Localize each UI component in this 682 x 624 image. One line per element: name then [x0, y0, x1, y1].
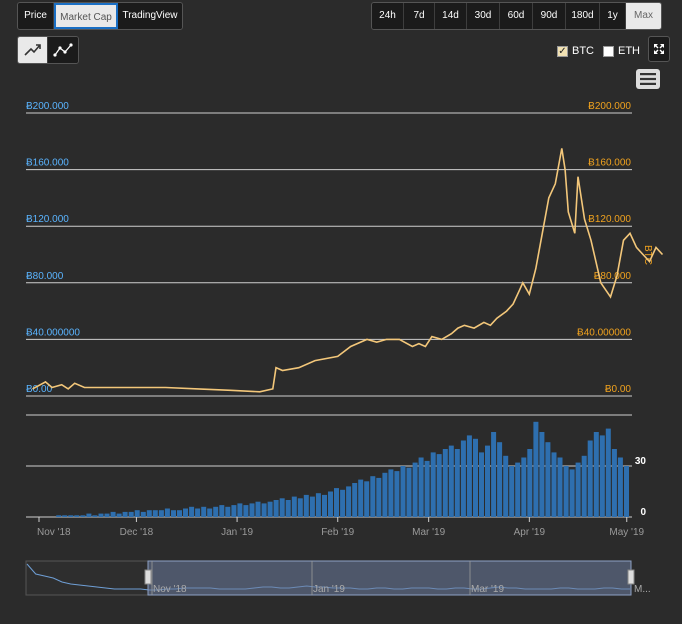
tab-market-cap[interactable]: Market Cap	[54, 3, 118, 29]
range-60d[interactable]: 60d	[500, 3, 533, 29]
tab-tradingview[interactable]: TradingView	[118, 3, 182, 29]
range-180d[interactable]: 180d	[566, 3, 600, 29]
view-tabs: Price Market Cap TradingView	[17, 2, 183, 30]
tab-price[interactable]: Price	[18, 3, 54, 29]
range-90d[interactable]: 90d	[533, 3, 566, 29]
navigator-tick-label: Mar '19	[471, 584, 504, 595]
navigator-tick-label: M...	[634, 584, 651, 595]
navigator-left-handle[interactable]	[144, 569, 152, 585]
range-tabs: 24h 7d 14d 30d 60d 90d 180d 1y Max	[371, 2, 662, 30]
range-max[interactable]: Max	[626, 3, 661, 29]
legend-eth-label: ETH	[618, 45, 640, 57]
legend: ✓ BTC ETH	[557, 45, 640, 57]
expand-arrows-icon[interactable]	[648, 36, 670, 62]
chart-type-tabs	[17, 36, 79, 64]
btc-checkbox[interactable]: ✓	[557, 45, 568, 57]
line-chart-icon[interactable]	[18, 37, 48, 63]
navigator-x-ticks: Nov '18 Jan '19 Mar '19 M...	[151, 561, 651, 595]
range-14d[interactable]: 14d	[435, 3, 467, 29]
range-1y[interactable]: 1y	[600, 3, 626, 29]
navigator-tick-label: Jan '19	[313, 584, 345, 595]
range-24h[interactable]: 24h	[372, 3, 404, 29]
scatter-line-icon[interactable]	[48, 37, 78, 63]
range-30d[interactable]: 30d	[467, 3, 500, 29]
navigator-tick-label: Nov '18	[153, 584, 187, 595]
range-7d[interactable]: 7d	[404, 3, 435, 29]
legend-btc-label: BTC	[572, 45, 594, 57]
hamburger-menu-icon[interactable]	[636, 69, 660, 89]
navigator-right-handle[interactable]	[627, 569, 635, 585]
eth-checkbox[interactable]	[603, 45, 614, 57]
navigator-selection[interactable]	[147, 560, 632, 596]
